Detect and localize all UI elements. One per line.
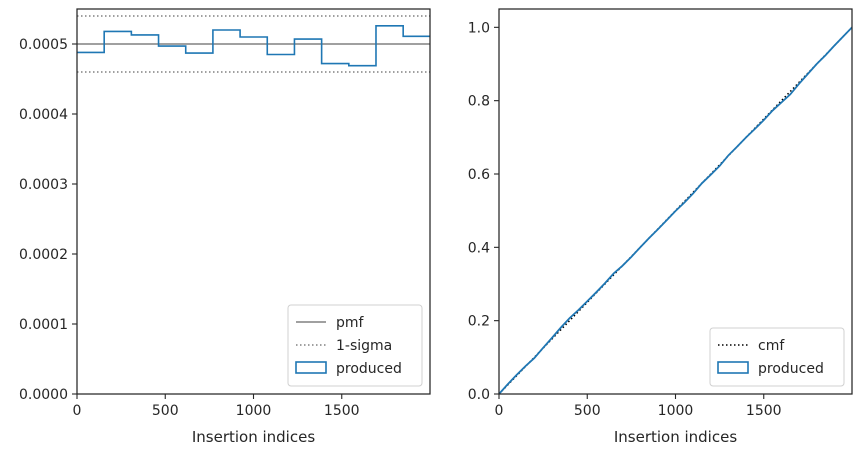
- legend-label: produced: [336, 361, 402, 377]
- x-tick-label: 0: [73, 403, 82, 419]
- histogram-bin-13: [403, 34, 430, 38]
- x-tick-label: 0: [495, 403, 504, 419]
- legend-handle-produced: [717, 361, 749, 374]
- legend: pmf 1-sigma produced: [287, 304, 423, 387]
- y-tick-label: 0.0001: [19, 317, 68, 333]
- histogram-bin-7: [240, 35, 267, 39]
- histogram-bin-8: [267, 53, 294, 57]
- y-tick-label: 0.8: [468, 94, 490, 110]
- x-tick-label: 1000: [236, 403, 272, 419]
- histogram-bin-11: [349, 64, 376, 68]
- histogram-bin-3: [131, 33, 158, 37]
- y-tick-label: 0.6: [468, 167, 490, 183]
- x-tick-label: 1000: [658, 403, 694, 419]
- legend-label: cmf: [758, 338, 785, 354]
- legend-label: pmf: [336, 315, 365, 331]
- series-produced-histogram: [77, 25, 430, 67]
- chart-panel-2: 0 500 1000 1500 0.0 0.2 0.4 0.6 0.8 1.0 Insertion …: [468, 8, 853, 446]
- legend-label: produced: [758, 361, 824, 377]
- histogram-bin-5: [186, 51, 213, 55]
- legend-label: 1-sigma: [336, 338, 392, 354]
- series-cmf-line: [499, 26, 852, 394]
- y-tick-label: 0.4: [468, 240, 490, 256]
- histogram-bin-6: [213, 28, 240, 32]
- legend-handle-produced: [295, 361, 327, 374]
- x-axis-label: Insertion indices: [614, 428, 737, 446]
- chart-panel-1: 0 500 1000 1500 0.0000 0.0001 0.0002 0.0003 0.00…: [19, 8, 431, 446]
- histogram-bin-10: [322, 62, 349, 66]
- y-tick-label: 0.0002: [19, 247, 68, 263]
- legend-box: [709, 327, 845, 387]
- y-tick-label: 0.0003: [19, 177, 68, 193]
- x-axis-label: Insertion indices: [192, 428, 315, 446]
- y-tick-label: 0.0004: [19, 107, 68, 123]
- histogram-bin-1: [77, 50, 104, 54]
- legend: cmf produced: [709, 327, 845, 387]
- y-tick-label: 0.0005: [19, 37, 68, 53]
- plot-area-1: [77, 15, 430, 73]
- histogram-bin-12: [376, 24, 403, 28]
- y-tick-label: 1.0: [468, 20, 490, 36]
- y-tick-label: 0.0: [468, 387, 490, 403]
- series-produced-line: [499, 26, 852, 394]
- histogram-bin-9: [294, 37, 321, 41]
- histogram-bin-2: [104, 29, 131, 33]
- x-tick-label: 1500: [746, 403, 782, 419]
- legend-box: [287, 304, 423, 387]
- plot-area-2: [499, 26, 852, 394]
- x-tick-label: 1500: [324, 403, 360, 419]
- x-tick-label: 500: [152, 403, 179, 419]
- x-tick-label: 500: [574, 403, 601, 419]
- histogram-bin-4: [159, 44, 186, 48]
- y-tick-label: 0.0000: [19, 387, 68, 403]
- y-tick-label: 0.2: [468, 314, 490, 330]
